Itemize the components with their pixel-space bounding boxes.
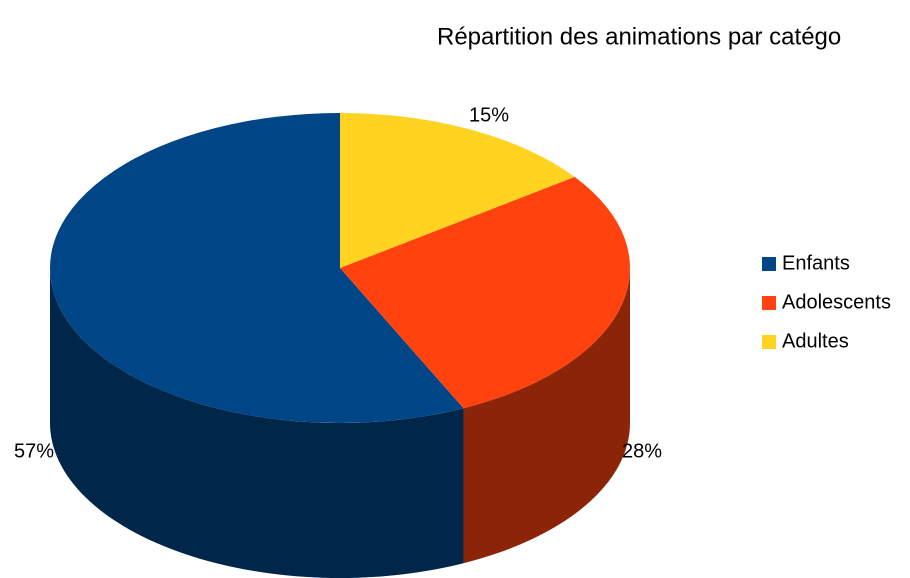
legend-label: Adultes (782, 330, 849, 352)
data-label: 57% (14, 440, 54, 462)
legend-label: Enfants (782, 252, 850, 274)
pie-slice-side (50, 268, 464, 578)
data-label: 15% (469, 104, 509, 126)
legend-swatch (762, 257, 776, 271)
data-label: 28% (622, 440, 662, 462)
legend-swatch (762, 335, 776, 349)
pie-slice (50, 113, 464, 423)
legend-label: Adolescents (782, 291, 891, 313)
pie-slice-side (463, 268, 630, 564)
legend-swatch (762, 296, 776, 310)
pie-slice (340, 113, 575, 268)
pie-slice (340, 176, 630, 409)
chart-title: Répartition des animations par catégo (437, 23, 841, 50)
